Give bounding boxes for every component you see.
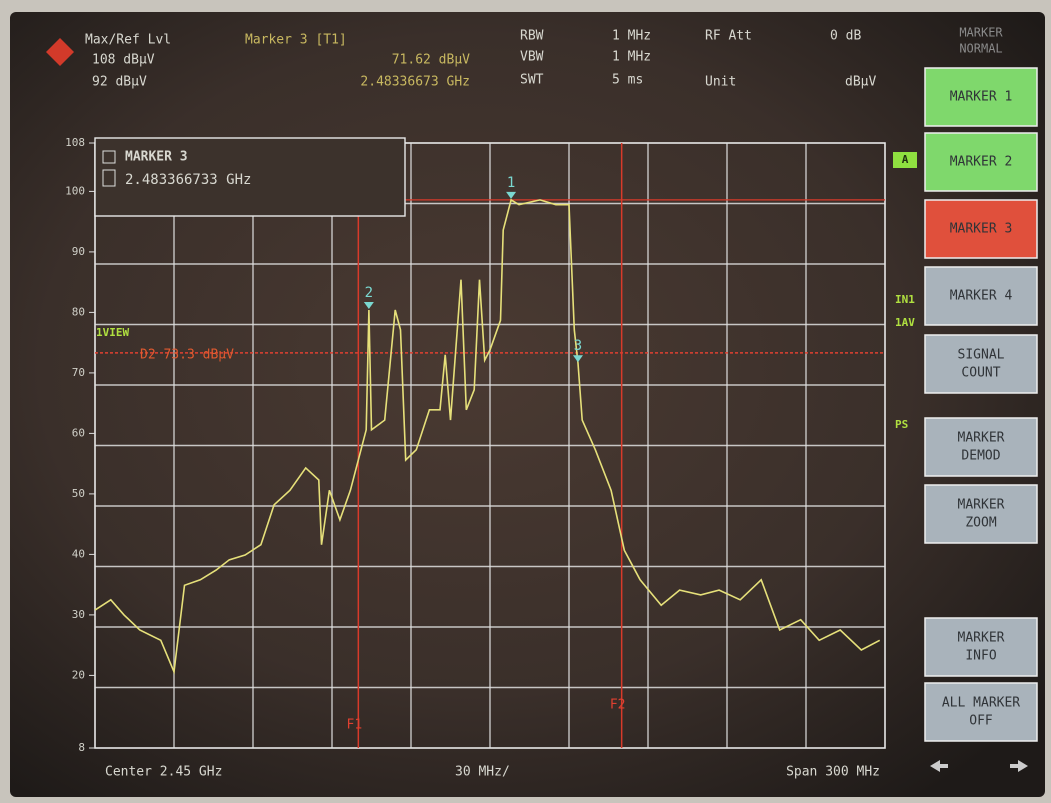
swt: 5 ms <box>612 73 643 88</box>
softkey[interactable] <box>924 417 1038 477</box>
softkey[interactable] <box>924 334 1038 394</box>
marker-freq: 2.48336673 GHz <box>360 75 470 90</box>
rbw-label: RBW <box>520 29 544 44</box>
softkey-title: MARKER <box>959 26 1003 40</box>
softkey[interactable] <box>924 617 1038 677</box>
softkey-label[interactable]: OFF <box>969 714 993 729</box>
softkey-label[interactable]: MARKER 1 <box>950 90 1013 105</box>
marker-label: Marker 3 [T1] <box>245 33 347 48</box>
marker <box>572 355 583 363</box>
softkey[interactable] <box>924 682 1038 742</box>
screen <box>10 12 1045 797</box>
y-tick-label: 108 <box>65 136 85 149</box>
rf-att-label: RF Att <box>705 29 752 44</box>
softkey-label[interactable]: ZOOM <box>965 516 996 531</box>
swt-label: SWT <box>520 73 544 88</box>
softkey-label[interactable]: INFO <box>965 649 996 664</box>
trace <box>94 198 881 675</box>
input-label: IN1 <box>895 293 915 306</box>
y-tick-label: 40 <box>72 547 85 560</box>
y-tick-label: 20 <box>72 668 85 681</box>
softkey[interactable] <box>924 266 1038 326</box>
marker <box>506 191 517 199</box>
y-tick-label: 60 <box>72 426 85 439</box>
arrow-right[interactable] <box>1010 760 1028 772</box>
marker-label: 1 <box>507 175 515 191</box>
info-icon <box>102 150 116 164</box>
marker-level: 71.62 dBµV <box>392 53 470 68</box>
y-tick-label: 50 <box>72 487 85 500</box>
y-tick-label: 100 <box>65 184 85 197</box>
info-box <box>94 137 406 217</box>
unit-label: Unit <box>705 75 736 90</box>
info-value: 2.483366733 GHz <box>125 172 251 188</box>
softkey-label[interactable]: MARKER <box>958 631 1005 646</box>
marker <box>363 301 374 309</box>
info-spin <box>102 169 116 187</box>
softkey[interactable] <box>924 199 1038 259</box>
info-title: MARKER 3 <box>125 150 188 165</box>
footer-div: 30 MHz/ <box>455 765 510 780</box>
arrow-left[interactable] <box>930 760 948 772</box>
ref-level-label: Max/Ref Lvl <box>85 33 171 48</box>
vbw: 1 MHz <box>612 50 651 65</box>
y-tick-label: 90 <box>72 245 85 258</box>
softkey[interactable] <box>924 484 1038 544</box>
detector-label: 1AV <box>895 316 915 329</box>
y-tick-label: 80 <box>72 305 85 318</box>
softkey[interactable] <box>924 67 1038 127</box>
marker-label: 3 <box>574 338 582 354</box>
y-tick-label: 30 <box>72 608 85 621</box>
rf-att: 0 dB <box>830 29 861 44</box>
unit: dBµV <box>845 75 876 90</box>
y-tick-label: 70 <box>72 366 85 379</box>
view-label: 1VIEW <box>96 326 129 339</box>
trace-label: A <box>902 153 909 166</box>
softkey-label[interactable]: DEMOD <box>961 449 1000 464</box>
softkey-label[interactable]: MARKER 3 <box>950 222 1013 237</box>
softkey-title: NORMAL <box>959 42 1002 56</box>
preamp-label: PS <box>895 418 908 431</box>
softkey-label[interactable]: COUNT <box>961 366 1000 381</box>
marker-label: 2 <box>365 285 373 301</box>
freq-line-label: F2 <box>610 698 626 713</box>
display-line-label: D2 73.3 dBµV <box>140 347 234 362</box>
trace-badge <box>893 152 917 168</box>
softkey-label[interactable]: MARKER <box>958 431 1005 446</box>
footer-span: Span 300 MHz <box>786 765 880 780</box>
ref-level: 108 dBµV <box>92 53 155 68</box>
softkey[interactable] <box>924 132 1038 192</box>
ref-level-2: 92 dBµV <box>92 75 147 90</box>
y-tick-label: 8 <box>78 741 85 754</box>
softkey-label[interactable]: MARKER <box>958 498 1005 513</box>
softkey-label[interactable]: SIGNAL <box>958 348 1005 363</box>
logo <box>46 38 74 66</box>
freq-line-label: F1 <box>347 718 363 733</box>
softkey-label[interactable]: MARKER 4 <box>950 289 1013 304</box>
rbw: 1 MHz <box>612 29 651 44</box>
footer-center: Center 2.45 GHz <box>105 765 222 780</box>
softkey-label[interactable]: MARKER 2 <box>950 155 1013 170</box>
vbw-label: VBW <box>520 50 544 65</box>
softkey-label[interactable]: ALL MARKER <box>942 696 1020 711</box>
